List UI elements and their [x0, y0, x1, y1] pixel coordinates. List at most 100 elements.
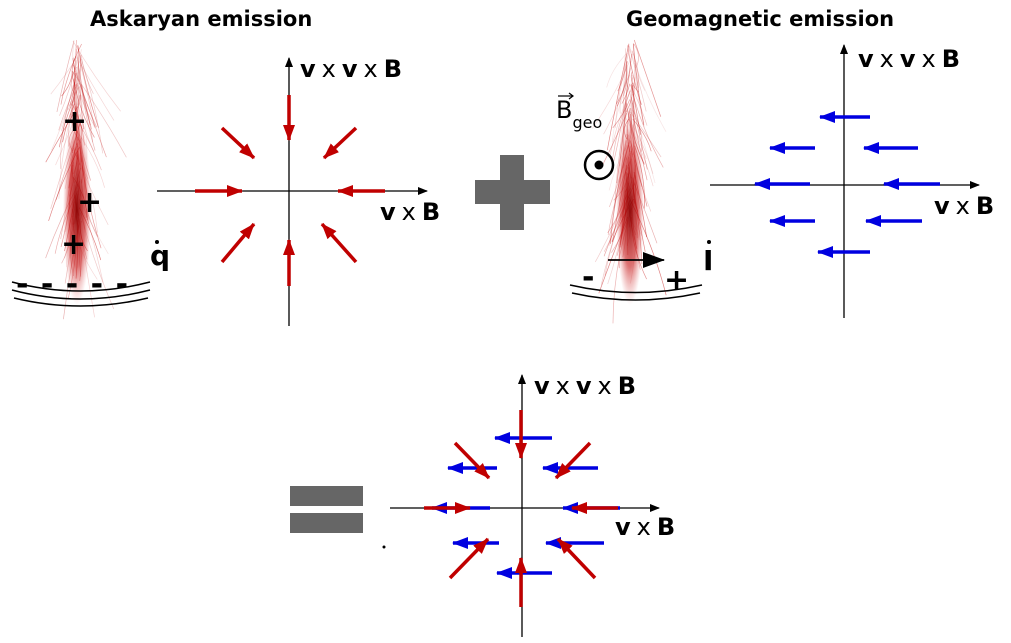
- geomagnetic-plus-charge: +: [664, 263, 689, 298]
- shower-particle-track: [631, 100, 648, 170]
- shower-particle-track: [71, 39, 77, 125]
- stray-dot: [382, 545, 386, 549]
- shower-particle-track: [616, 61, 628, 107]
- shower-particle-track: [58, 82, 78, 131]
- shower-particle-track: [633, 43, 639, 69]
- comb-ask-bottom-right: [556, 537, 597, 580]
- shower-particle-track: [630, 111, 662, 158]
- shower-particle-track: [79, 61, 115, 121]
- askaryan-arrow-top-right: [322, 126, 358, 160]
- askaryan-electric-field-arrows: [195, 95, 385, 286]
- shower-particle-track: [632, 43, 645, 125]
- equals-operator: [290, 486, 363, 533]
- geomagnetic-minus-charge: -: [582, 260, 594, 295]
- shower-particle-track: [50, 56, 78, 95]
- shower-particle-track: [56, 40, 75, 113]
- shower-particle-track: [603, 67, 632, 135]
- shower-particle-track: [72, 43, 81, 86]
- shower-particle-track: [51, 49, 82, 151]
- shower-particle-track: [60, 43, 82, 105]
- bgeo-vector-head: [568, 92, 574, 100]
- askaryan-charge-symbol: q: [150, 239, 170, 272]
- shower-particle-track: [625, 52, 628, 87]
- askaryan-plus-charge-1: +: [62, 104, 87, 139]
- shower-particle-track: [74, 73, 78, 118]
- askaryan-plus-charge-2: +: [77, 185, 102, 220]
- shower-particle-track: [77, 45, 99, 128]
- shower-particle-track: [625, 81, 656, 184]
- shower-particle-track: [592, 53, 634, 129]
- askaryan-qdot: [155, 240, 159, 244]
- combined-geomagnetic-arrows: [431, 432, 620, 579]
- shower-particle-track: [67, 85, 78, 111]
- askaryan-air-shower: [11, 39, 151, 320]
- title-askaryan: Askaryan emission: [90, 7, 312, 31]
- shower-particle-track: [632, 109, 643, 152]
- shower-particle-track: [70, 66, 78, 92]
- shower-particle-track: [613, 53, 633, 162]
- shower-particle-track: [77, 103, 95, 152]
- geomagnetic-field-label: Bgeo: [556, 96, 602, 132]
- shower-particle-track: [602, 112, 628, 166]
- geomagnetic-electric-field-arrows: [754, 111, 940, 258]
- shower-particle-track: [606, 43, 630, 151]
- shower-particle-track: [74, 65, 94, 143]
- geomagnetic-current-symbol: I: [703, 244, 713, 277]
- shower-particle-track: [80, 54, 94, 94]
- shower-particle-track: [70, 87, 79, 118]
- shower-particle-track: [73, 57, 80, 79]
- shower-particle-track: [612, 90, 631, 160]
- shower-particle-track: [62, 103, 75, 143]
- shower-particle-track: [609, 82, 635, 156]
- shower-particle-track: [619, 74, 631, 114]
- shower-particle-track: [631, 50, 639, 89]
- askaryan-minus-charges: - - - - -: [16, 267, 129, 302]
- geomagnetic-air-shower: [569, 39, 703, 324]
- shower-particle-track: [61, 85, 74, 131]
- shower-particle-track: [77, 57, 80, 108]
- shower-particle-track: [79, 82, 98, 128]
- askaryan-plus-charge-3: +: [61, 227, 86, 262]
- shower-particle-track: [632, 82, 635, 117]
- shower-particle-track: [633, 39, 662, 117]
- askaryan-arrow-bottom-left: [220, 222, 256, 264]
- askaryan-arrow-bottom-right: [320, 222, 358, 264]
- shower-particle-track: [629, 84, 648, 126]
- shower-particle-track: [614, 49, 631, 128]
- magnetic-field-out-of-page-icon: [583, 149, 615, 181]
- comb-ask-top-left: [453, 441, 491, 480]
- shower-particle-track: [72, 64, 107, 158]
- combined-axes: [390, 374, 660, 637]
- shower-particle-track: [617, 60, 628, 92]
- shower-particle-track: [79, 55, 81, 82]
- shower-particle-track: [621, 83, 631, 104]
- shower-particle-track: [58, 100, 74, 148]
- shower-particle-track: [615, 67, 628, 105]
- shower-particle-track: [80, 64, 95, 128]
- shower-particle-track: [611, 87, 627, 142]
- shower-particle-track: [627, 45, 642, 105]
- geomagnetic-axes: [710, 44, 980, 318]
- shower-particle-track: [45, 106, 79, 163]
- shower-particle-track: [61, 71, 73, 97]
- shower-particle-track: [69, 58, 76, 106]
- shower-particle-track: [71, 70, 127, 158]
- shower-particle-track: [606, 53, 627, 88]
- shower-particle-track: [625, 85, 633, 113]
- shower-particle-track: [632, 44, 646, 91]
- shower-particle-track: [71, 55, 77, 86]
- comb-ask-top-right: [554, 441, 592, 480]
- shower-particle-track: [60, 82, 76, 169]
- shower-particle-track: [612, 99, 631, 129]
- geomagnetic-idot: [707, 240, 711, 244]
- shower-particle-track: [59, 59, 78, 116]
- shower-particle-track: [630, 71, 640, 93]
- shower-particle-track: [75, 72, 96, 128]
- shower-particle-track: [80, 58, 104, 154]
- shower-particle-track: [628, 45, 647, 112]
